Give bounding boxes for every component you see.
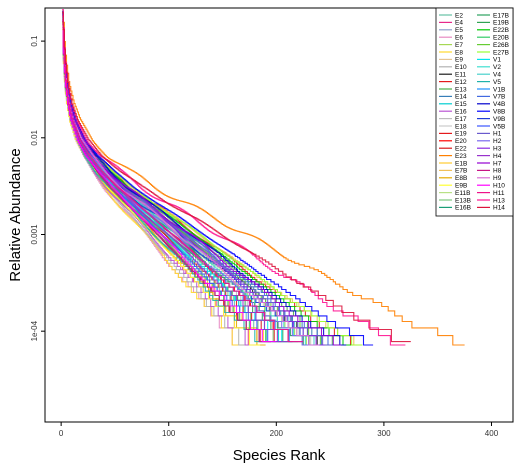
legend-label: E11B <box>455 190 470 197</box>
x-axis: 0 100 200 300 400 <box>59 422 499 438</box>
legend-label: E10 <box>455 64 467 71</box>
legend-label: E22 <box>455 146 467 153</box>
legend-label: V4B <box>493 101 505 108</box>
legend-label: E19B <box>493 20 509 27</box>
x-tick-label: 200 <box>270 429 284 438</box>
legend-label: E8 <box>455 49 463 56</box>
legend-label: H2 <box>493 138 502 145</box>
legend-label: H10 <box>493 183 505 190</box>
legend-label: E7B <box>455 168 467 175</box>
y-tick-label: 0.01 <box>30 129 39 145</box>
legend-label: V8B <box>493 109 505 116</box>
legend-label: E15 <box>455 101 467 108</box>
legend-label: E26B <box>493 42 509 49</box>
legend-label: E13B <box>455 197 471 204</box>
legend-label: E2 <box>455 12 463 19</box>
legend-box <box>435 7 514 217</box>
legend-label: E5 <box>455 27 463 34</box>
legend-label: V9B <box>493 116 505 123</box>
legend-label: V4 <box>493 72 501 79</box>
y-axis: 0.1 0.01 0.001 1e-04 <box>30 35 45 341</box>
legend-label: E17 <box>455 116 467 123</box>
series-lines <box>62 9 465 346</box>
series-line-e8 <box>62 28 244 346</box>
legend-label: H11 <box>493 190 505 197</box>
series-line-v5b <box>62 18 282 343</box>
y-tick-label: 0.001 <box>30 224 39 245</box>
legend-label: V5B <box>493 123 505 130</box>
legend-label: E8B <box>455 175 467 182</box>
legend-label: E27B <box>493 49 509 56</box>
legend-label: E18 <box>455 123 467 130</box>
legend-label: E6 <box>455 35 463 42</box>
legend-label: V1B <box>493 86 505 93</box>
legend-label: H13 <box>493 197 505 204</box>
legend-label: V7B <box>493 94 505 101</box>
legend-label: H7 <box>493 160 502 167</box>
legend-label: V5 <box>493 79 501 86</box>
series-line-e23 <box>62 10 465 346</box>
legend-label: H1 <box>493 131 502 138</box>
legend-label: E14 <box>455 94 467 101</box>
legend-label: E4 <box>455 20 463 27</box>
legend-label: E9B <box>455 183 467 190</box>
legend-label: E17B <box>493 12 509 19</box>
x-tick-label: 400 <box>485 429 499 438</box>
series-line-e16 <box>62 23 255 346</box>
legend-label: E1B <box>455 160 467 167</box>
y-tick-label: 0.1 <box>30 35 39 47</box>
legend-label: E23 <box>455 153 467 160</box>
legend-label: E13 <box>455 86 467 93</box>
x-axis-title: Species Rank <box>233 447 326 464</box>
y-tick-label: 1e-04 <box>30 320 39 341</box>
legend-label: H14 <box>493 205 505 212</box>
legend-label: E20B <box>493 35 509 42</box>
series-line-h11 <box>62 15 304 343</box>
x-tick-label: 300 <box>377 429 391 438</box>
x-tick-label: 0 <box>59 429 64 438</box>
series-line-h13 <box>62 9 406 346</box>
legend-label: H9 <box>493 175 502 182</box>
series-line-v8b <box>62 11 374 346</box>
x-tick-label: 100 <box>162 429 176 438</box>
series-line-e10 <box>62 25 250 346</box>
series-line-h9 <box>62 15 320 346</box>
legend-label: E20 <box>455 138 467 145</box>
legend: E2E4E5E6E7E8E9E10E11E12E13E14E15E16E17E1… <box>435 7 514 217</box>
legend-label: H3 <box>493 146 502 153</box>
legend-label: V1 <box>493 57 501 64</box>
legend-label: V2 <box>493 64 501 71</box>
legend-label: E16B <box>455 205 471 212</box>
y-axis-title: Relative Abundance <box>7 148 24 281</box>
series-line-h2 <box>62 15 309 346</box>
legend-label: H4 <box>493 153 502 160</box>
legend-label: E16 <box>455 109 467 116</box>
legend-label: E12 <box>455 79 467 86</box>
series-line-h14 <box>62 11 411 343</box>
legend-label: E7 <box>455 42 463 49</box>
series-line-v5 <box>62 20 266 343</box>
series-line-h10 <box>62 19 277 343</box>
legend-label: E22B <box>493 27 509 34</box>
legend-label: E9 <box>455 57 463 64</box>
series-line-h4 <box>62 16 293 343</box>
legend-label: E11 <box>455 72 466 79</box>
legend-label: H8 <box>493 168 502 175</box>
legend-label: E19 <box>455 131 467 138</box>
series-line-e2 <box>62 19 282 343</box>
